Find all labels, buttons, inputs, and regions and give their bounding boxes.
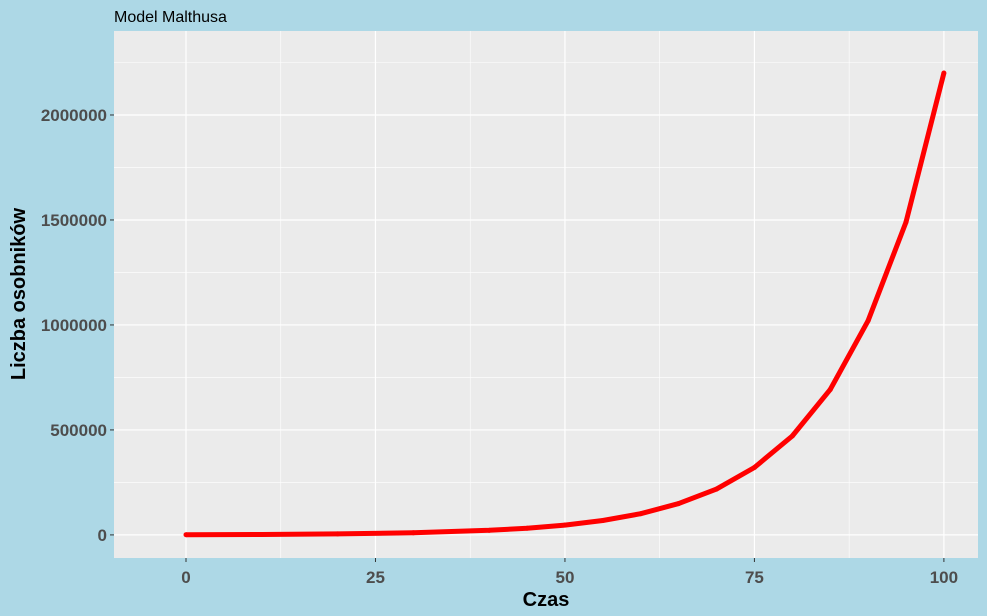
y-tick-label: 1000000 — [41, 316, 107, 335]
y-axis: 0 500000 1000000 1500000 2000000 — [41, 106, 114, 545]
x-tick-label: 100 — [930, 568, 958, 587]
data-point — [676, 501, 682, 507]
data-point — [183, 532, 189, 538]
y-tick-label: 2000000 — [41, 106, 107, 125]
chart-title: Model Malthusa — [114, 9, 227, 26]
y-axis-title: Liczba osobników — [8, 207, 30, 380]
x-axis: 0 25 50 75 100 — [181, 558, 958, 587]
data-point — [638, 511, 644, 517]
x-tick-label: 25 — [366, 568, 385, 587]
plot-panel — [114, 31, 978, 558]
data-point — [600, 517, 606, 523]
series-layer — [183, 70, 947, 538]
x-axis-title: Czas — [523, 589, 570, 611]
data-point — [259, 531, 265, 537]
data-point — [714, 486, 720, 492]
data-point — [410, 530, 416, 536]
data-point — [524, 525, 530, 531]
x-tick-label: 75 — [745, 568, 764, 587]
data-point — [486, 527, 492, 533]
data-point — [562, 522, 568, 528]
data-point — [335, 531, 341, 537]
y-tick-label: 500000 — [50, 421, 107, 440]
data-point — [865, 318, 871, 324]
y-tick-label: 0 — [98, 526, 107, 545]
x-tick-label: 0 — [181, 568, 190, 587]
minor-gridlines — [114, 31, 978, 558]
data-point — [789, 433, 795, 439]
data-point — [827, 387, 833, 393]
data-point — [941, 70, 947, 76]
x-tick-label: 50 — [555, 568, 574, 587]
data-point — [751, 465, 757, 471]
data-point — [903, 219, 909, 225]
y-tick-label: 1500000 — [41, 211, 107, 230]
